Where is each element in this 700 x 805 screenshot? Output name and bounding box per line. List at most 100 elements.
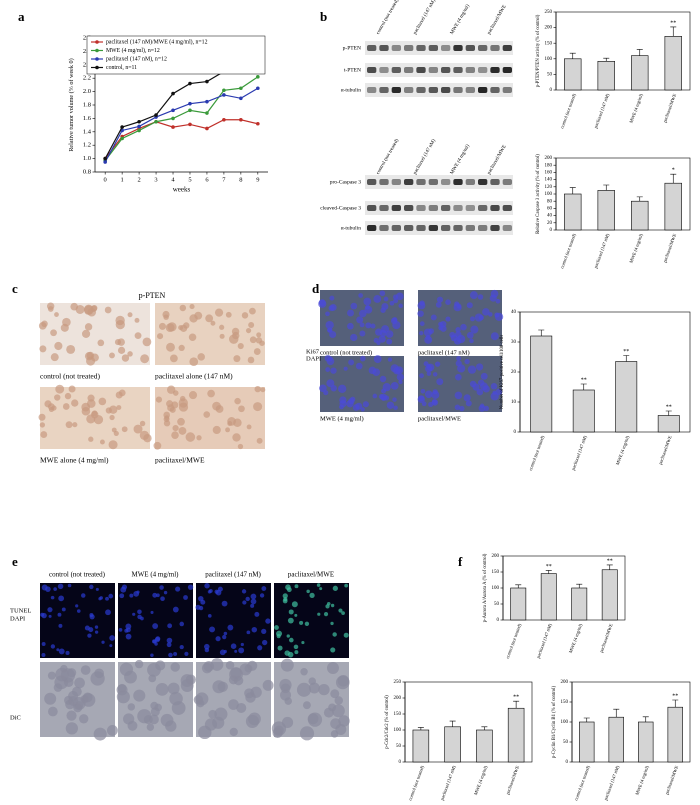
cell bbox=[88, 627, 94, 633]
cell bbox=[148, 674, 157, 683]
cell bbox=[214, 707, 228, 721]
cell bbox=[212, 680, 226, 694]
cell bbox=[490, 383, 498, 390]
cell bbox=[183, 595, 188, 600]
cell bbox=[114, 339, 122, 346]
cell bbox=[438, 321, 443, 327]
y-tick-label: 1.0 bbox=[83, 155, 91, 162]
x-tick-label: paclitaxel/MWE bbox=[658, 435, 673, 465]
cell bbox=[308, 682, 320, 694]
cell bbox=[132, 612, 136, 616]
cell bbox=[454, 404, 461, 411]
blot-column-label: paclitaxel (147 nM) bbox=[413, 138, 437, 175]
cell bbox=[155, 683, 169, 696]
cell bbox=[467, 365, 477, 374]
cell bbox=[238, 647, 245, 654]
cell bbox=[219, 324, 225, 330]
cell bbox=[154, 637, 161, 643]
data-point bbox=[154, 113, 158, 117]
cell bbox=[373, 355, 382, 364]
significance-label: ** bbox=[607, 558, 613, 564]
x-tick-label: paclitaxel/MWE bbox=[505, 765, 520, 795]
blot-band bbox=[428, 67, 438, 73]
data-point bbox=[103, 160, 107, 164]
cell bbox=[325, 367, 331, 372]
x-tick-label: control (not treated) bbox=[559, 233, 576, 270]
blot-band bbox=[441, 179, 451, 185]
legend-label: control, n=11 bbox=[106, 65, 137, 71]
cell bbox=[97, 339, 105, 347]
cell bbox=[170, 662, 180, 672]
cell bbox=[330, 367, 337, 374]
cell bbox=[155, 396, 163, 403]
cell bbox=[455, 360, 462, 367]
cell bbox=[466, 302, 473, 309]
cell bbox=[329, 303, 337, 311]
cell bbox=[179, 621, 185, 627]
cell bbox=[164, 415, 170, 421]
cell bbox=[47, 671, 56, 680]
plot-frame bbox=[555, 157, 691, 231]
bar bbox=[540, 573, 557, 621]
cell bbox=[230, 643, 237, 649]
cell bbox=[470, 325, 479, 334]
cell bbox=[436, 296, 444, 303]
bar bbox=[597, 60, 615, 91]
y-tick-label: 0 bbox=[497, 618, 500, 623]
cell bbox=[241, 312, 249, 319]
cell bbox=[308, 677, 317, 685]
error-bar bbox=[603, 184, 610, 191]
blot-band bbox=[379, 87, 389, 93]
y-tick-label: 10 bbox=[511, 400, 517, 405]
cell bbox=[45, 586, 51, 592]
cell bbox=[245, 692, 256, 703]
blot-band bbox=[465, 87, 475, 93]
cell bbox=[464, 358, 470, 365]
blot-band bbox=[441, 45, 451, 51]
cell bbox=[274, 625, 279, 630]
cell bbox=[233, 355, 241, 363]
cell bbox=[67, 668, 77, 678]
y-tick-label: 2.0 bbox=[83, 88, 91, 95]
cell bbox=[326, 357, 335, 366]
cell bbox=[262, 639, 268, 646]
column-header: control (not treated) bbox=[49, 571, 106, 579]
error-bar bbox=[449, 720, 456, 727]
blot-band bbox=[367, 87, 377, 93]
cell bbox=[209, 626, 216, 633]
error-bar bbox=[481, 726, 488, 730]
blot-row-label: pro-Caspase 3 bbox=[330, 179, 362, 185]
blot-band bbox=[391, 179, 401, 185]
cell bbox=[379, 375, 387, 383]
cell bbox=[167, 623, 173, 629]
cell bbox=[465, 400, 472, 407]
y-tick-label: 1.8 bbox=[83, 101, 91, 108]
cell bbox=[432, 372, 438, 377]
cell bbox=[149, 714, 159, 725]
cell bbox=[217, 586, 223, 592]
x-tick-label: control (not treated) bbox=[528, 435, 545, 472]
cell bbox=[229, 667, 243, 682]
micrograph bbox=[155, 387, 265, 449]
cell bbox=[39, 345, 47, 353]
cell bbox=[167, 322, 177, 332]
legend-label: MWE (4 mg/ml), n=12 bbox=[106, 47, 160, 54]
cell bbox=[72, 422, 78, 428]
cell bbox=[291, 601, 298, 608]
cell bbox=[247, 660, 258, 671]
error-bar bbox=[580, 383, 587, 390]
error-bar bbox=[613, 708, 620, 718]
blot-band bbox=[490, 205, 500, 211]
blot-band bbox=[379, 205, 389, 211]
cell bbox=[207, 389, 215, 398]
bar bbox=[664, 36, 682, 91]
cell bbox=[438, 325, 444, 331]
cell bbox=[39, 422, 46, 428]
cell bbox=[66, 345, 76, 354]
cell bbox=[204, 647, 210, 653]
cell bbox=[343, 366, 348, 371]
y-tick-label: 100 bbox=[545, 57, 553, 62]
y-tick-label: 0 bbox=[550, 88, 553, 93]
cell bbox=[222, 634, 227, 640]
cell bbox=[178, 325, 184, 331]
